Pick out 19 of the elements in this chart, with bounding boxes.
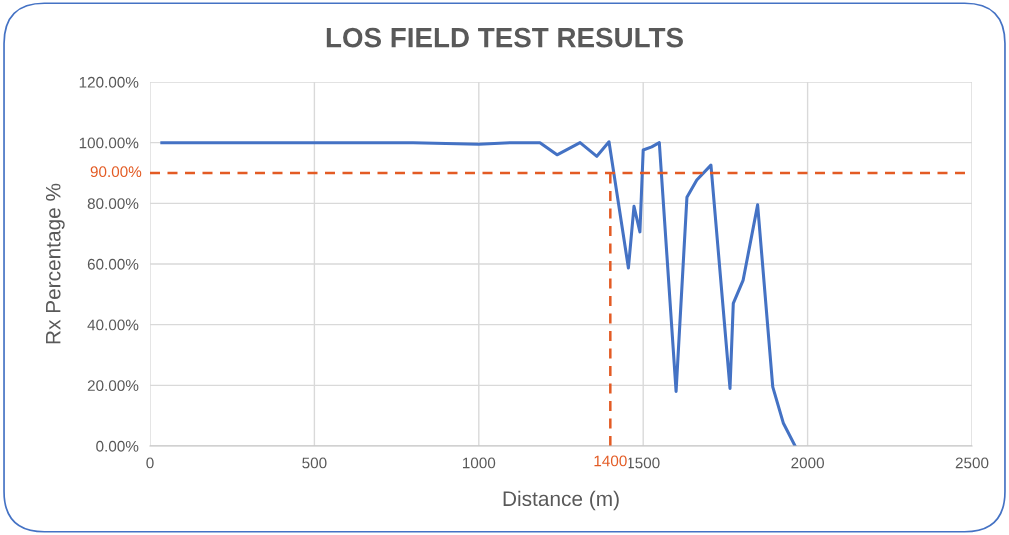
x-tick-label: 0 [146,457,154,469]
y-tick-label: 120.00% [79,76,139,88]
chart-title: LOS FIELD TEST RESULTS [326,27,683,48]
y-tick-label: 100.00% [79,137,139,149]
ref-line-label: 1400 [594,455,627,467]
y-tick-label: 40.00% [87,319,139,331]
ref-line-label: 90.00% [90,166,142,178]
x-tick-label: 2000 [791,457,824,469]
y-axis-title: Rx Percentage % [45,183,65,344]
x-tick-label: 500 [302,457,327,469]
y-tick-label: 0.00% [96,440,139,452]
y-tick-label: 60.00% [87,258,139,270]
y-tick-label: 80.00% [87,198,139,210]
x-tick-label: 1000 [462,457,496,469]
x-tick-label: 2500 [955,457,989,469]
x-tick-label: 1500 [627,457,660,469]
y-tick-label: 20.00% [87,380,139,392]
x-axis-title: Distance (m) [503,490,619,511]
line-series [160,140,797,446]
